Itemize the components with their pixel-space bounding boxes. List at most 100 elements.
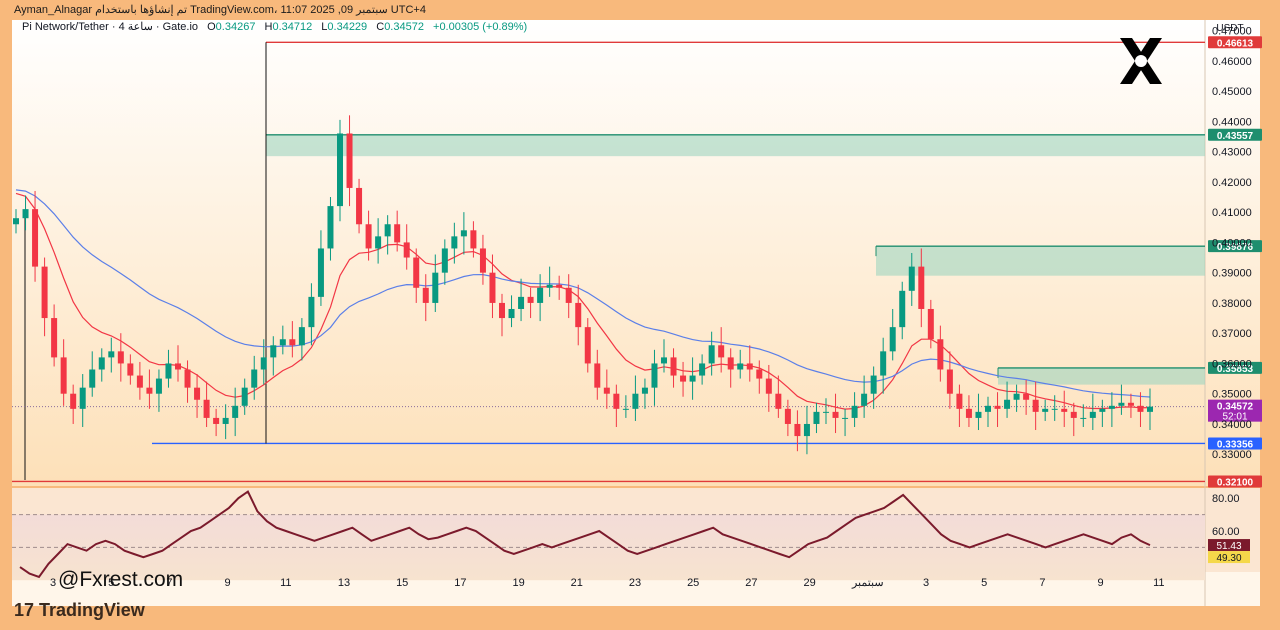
watermark-text: @Fxrest.com [58,568,184,591]
candle [603,387,610,394]
candle [880,351,887,376]
price-level-tag [1208,128,1262,141]
currency-label[interactable]: USDT [1216,23,1243,34]
time-tick-label: 7 [166,577,172,589]
price-tick-label: 0.45000 [1212,86,1252,98]
candle [89,369,96,388]
candle [13,218,19,225]
candle [784,408,791,424]
time-tick-label: 27 [745,577,757,589]
candle [346,133,353,188]
candle [584,327,591,364]
time-tick-label: 3 [50,577,56,589]
candle [946,369,953,394]
candle [508,308,515,319]
candle [1013,393,1020,400]
candle [460,230,467,237]
candle [499,302,505,319]
candle [317,248,324,297]
symbol-title[interactable]: Pi Network/Tether · 4 ساعة · Gate.io [22,21,199,33]
candle [918,266,925,309]
candle [41,266,48,319]
candle [565,287,572,303]
rsi-line [19,490,1151,579]
time-tick-label: سبتمبر [851,577,884,589]
candle [975,411,982,418]
candle [699,363,706,376]
candle [556,284,563,288]
candle [1070,411,1077,418]
price-tick-label: 0.35000 [1212,389,1252,401]
candle [251,369,258,388]
price-level-label: 0.32100 [1217,477,1254,488]
time-tick-label: 9 [225,577,231,589]
time-tick-label: 5 [108,577,114,589]
high-value: 0.34712 [272,21,313,33]
last-price-label: 0.34572 [1217,402,1254,413]
candle [956,393,963,409]
candle [1032,399,1039,412]
rsi-tick-label: 80.00 [1212,493,1240,505]
candle [260,357,267,370]
candle [117,351,124,364]
supply-zone [266,134,1205,157]
candle [641,387,648,394]
price-level-tag [1208,36,1262,49]
candle [51,318,58,358]
candle [1042,408,1049,412]
candle [375,236,382,249]
candle [327,206,334,249]
candle [651,363,658,388]
candle [775,393,782,409]
candle [136,375,143,388]
candle [1080,417,1087,419]
candle [1089,411,1096,418]
price-tick-label: 0.36000 [1212,358,1252,370]
time-tick-label: 11 [1153,577,1164,589]
candle [337,133,343,207]
price-level-tag [1208,361,1262,374]
price-tick-label: 0.40000 [1212,237,1252,249]
candle [1108,405,1115,409]
candle [537,287,544,303]
ema-slow-line [15,189,1151,398]
candle [127,363,134,376]
low-value: 0.34229 [327,21,368,33]
candle [108,351,115,358]
candle [241,387,248,406]
candle [680,375,687,382]
candle [632,393,639,409]
candle [518,296,525,309]
candle [298,327,305,346]
close-label: C [376,21,385,33]
price-level-tag [1208,240,1262,253]
candle [889,327,896,352]
candle [756,369,763,379]
candle [60,357,67,394]
page-header: Ayman_Alnagar تم إنشاؤها باستخدام Tradin… [14,4,426,16]
price-level-label: 0.46613 [1217,38,1254,49]
candle [965,408,972,418]
price-tick-label: 0.46000 [1212,56,1252,68]
candle [308,296,315,328]
time-tick-label: 25 [687,577,699,589]
candle [32,209,39,267]
candle [927,308,934,340]
candle [79,387,86,409]
candle [851,405,858,418]
candle [689,375,696,382]
x-logo-icon [1120,38,1162,84]
candle [937,339,944,370]
candle [184,369,191,388]
candle [384,224,391,237]
price-level-label: 0.43557 [1217,131,1254,142]
candle [1004,399,1011,409]
candle [1147,406,1153,412]
countdown-label: 52:01 [1222,412,1247,423]
candle [175,363,181,370]
time-tick-label: 15 [396,577,408,589]
candle [718,345,725,358]
low-label: L [321,21,328,33]
